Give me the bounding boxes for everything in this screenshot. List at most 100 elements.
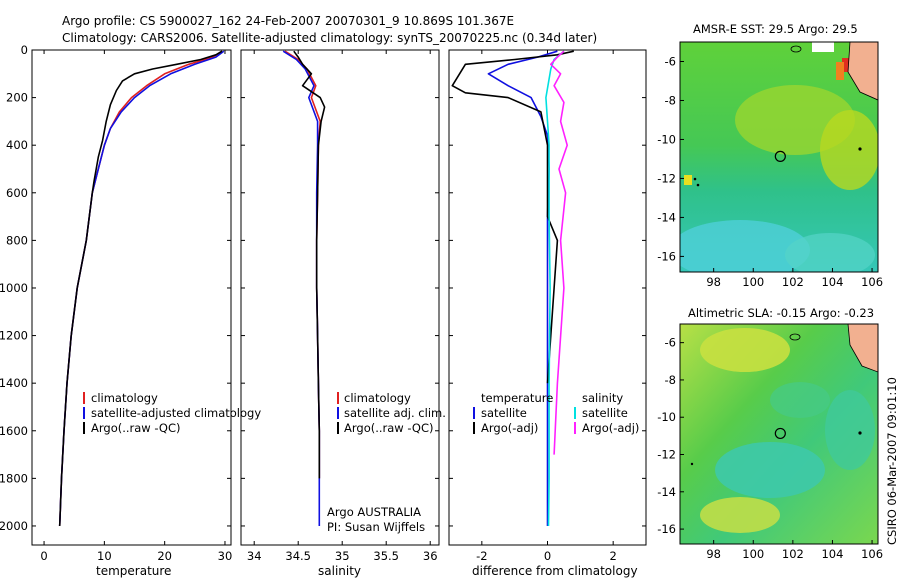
x-tick-label: 30	[218, 549, 233, 563]
figure-title-line1: Argo profile: CS 5900027_162 24-Feb-2007…	[62, 14, 514, 28]
map-x-tick-label: 98	[706, 547, 721, 561]
x-tick-label: 0	[544, 549, 551, 563]
map-y-tick-label: -16	[657, 249, 676, 263]
x-tick-label: 20	[157, 549, 172, 563]
sla-low-patch	[715, 442, 825, 498]
difference-x-axis-label: difference from climatology	[472, 564, 638, 578]
series-line-argo-raw-qc-	[58, 50, 223, 527]
sla-low-patch	[825, 390, 875, 470]
series-line-satellite-adj-clim-	[282, 50, 321, 526]
y-tick-label: 1000	[0, 281, 28, 295]
sla-map-title: Altimetric SLA: -0.15 Argo: -0.23	[688, 306, 874, 320]
series-line-salinity-argo-adj-	[549, 50, 569, 455]
series-line-satellite-adjusted-climatology	[58, 50, 225, 527]
legend-label-sal-satellite: satellite	[582, 406, 628, 420]
sst-map-frame	[679, 41, 879, 273]
sla-land-sumatra	[847, 324, 878, 373]
map-y-tick-label: -6	[665, 336, 676, 350]
temperature-plot-frame	[31, 49, 232, 546]
map-x-tick-label: 106	[861, 275, 883, 289]
legend-label-climatology: climatology	[91, 391, 158, 405]
map-y-tick-label: -10	[657, 132, 676, 146]
island-icon	[693, 177, 697, 181]
x-tick-label: 35.5	[373, 549, 399, 563]
y-tick-label: 600	[6, 186, 28, 200]
difference-legend: temperature satellite Argo(-adj) salinit…	[473, 391, 639, 435]
temperature-x-axis-label: temperature	[96, 564, 171, 578]
sst-cool-patch	[785, 233, 875, 272]
island-icon	[858, 431, 862, 435]
sla-low-patch	[770, 382, 830, 418]
series-line-argo-raw-qc-	[293, 50, 326, 479]
series-line-temperature-argo-adj-	[451, 50, 574, 384]
map-y-tick-label: -14	[657, 485, 676, 499]
csiro-timestamp: CSIRO 06-Mar-2007 09:01:10	[885, 377, 899, 545]
island-icon	[696, 183, 700, 187]
map-y-tick-label: -16	[657, 522, 676, 536]
map-y-tick-label: -8	[665, 373, 676, 387]
sst-cool-patch	[680, 220, 810, 272]
sst-no-data	[812, 42, 834, 52]
sla-high-patch	[700, 497, 780, 533]
legend-heading-salinity: salinity	[582, 391, 623, 405]
y-tick-label: 1400	[0, 376, 28, 390]
x-tick-label: 34	[247, 549, 262, 563]
sst-hot-cell	[836, 62, 844, 80]
sst-map	[680, 42, 878, 272]
y-tick-label: 2000	[0, 519, 28, 533]
sst-yellow-cell	[684, 175, 692, 185]
island-icon	[858, 147, 862, 151]
island-icon	[690, 462, 694, 466]
map-x-tick-label: 102	[782, 275, 804, 289]
y-tick-label: 0	[21, 43, 28, 57]
island-icon	[790, 45, 802, 53]
legend-label-sal-argo: Argo(-adj)	[582, 421, 639, 435]
series-line-salinity-satellite	[545, 50, 565, 527]
legend-label-temp-satellite: satellite	[481, 406, 527, 420]
map-x-tick-label: 104	[821, 275, 843, 289]
map-x-tick-label: 100	[742, 275, 764, 289]
salinity-plot-frame	[240, 49, 440, 546]
legend-heading-temperature: temperature	[481, 391, 553, 405]
argo-float-marker	[774, 150, 786, 162]
map-x-tick-label: 100	[742, 547, 764, 561]
y-tick-label: 200	[6, 91, 28, 105]
map-y-tick-label: -6	[665, 54, 676, 68]
x-tick-label: 35	[335, 549, 350, 563]
map-y-tick-label: -12	[657, 448, 676, 462]
y-tick-label: 1200	[0, 329, 28, 343]
annotation-pi-name: PI: Susan Wijffels	[327, 520, 425, 534]
sst-land-sumatra	[847, 42, 878, 101]
map-y-tick-label: -14	[657, 210, 676, 224]
island-icon	[789, 333, 801, 341]
x-tick-label: 2	[610, 549, 617, 563]
sla-high-patch	[700, 328, 790, 372]
x-tick-label: 10	[97, 549, 112, 563]
map-y-tick-label: -10	[657, 410, 676, 424]
series-line-climatology	[58, 50, 223, 527]
argo-float-marker	[774, 427, 786, 440]
x-tick-label: 0	[40, 549, 47, 563]
map-y-tick-label: -8	[665, 93, 676, 107]
legend-label-argo: Argo(..raw -QC)	[344, 421, 434, 435]
x-tick-label: -2	[476, 549, 487, 563]
salinity-legend: climatology satellite adj. clim. Argo(..…	[337, 391, 446, 435]
temperature-legend: climatology satellite-adjusted climatolo…	[83, 391, 261, 435]
x-tick-label: 36	[423, 549, 438, 563]
figure-title-line2: Climatology: CARS2006. Satellite-adjuste…	[62, 31, 597, 45]
y-tick-label: 400	[6, 138, 28, 152]
y-tick-label: 1800	[0, 471, 28, 485]
salinity-x-axis-label: salinity	[318, 564, 361, 578]
sla-map-frame	[679, 323, 879, 545]
legend-label-satellite-adjusted: satellite-adjusted climatology	[91, 406, 261, 420]
legend-label-temp-argo: Argo(-adj)	[481, 421, 538, 435]
x-tick-label: 34.5	[285, 549, 311, 563]
sst-map-title: AMSR-E SST: 29.5 Argo: 29.5	[693, 22, 858, 36]
map-x-tick-label: 106	[861, 547, 883, 561]
map-y-tick-label: -12	[657, 171, 676, 185]
map-x-tick-label: 104	[821, 547, 843, 561]
sla-map	[680, 324, 878, 544]
legend-label-argo: Argo(..raw -QC)	[91, 421, 181, 435]
legend-label-satellite-adj: satellite adj. clim.	[344, 406, 446, 420]
